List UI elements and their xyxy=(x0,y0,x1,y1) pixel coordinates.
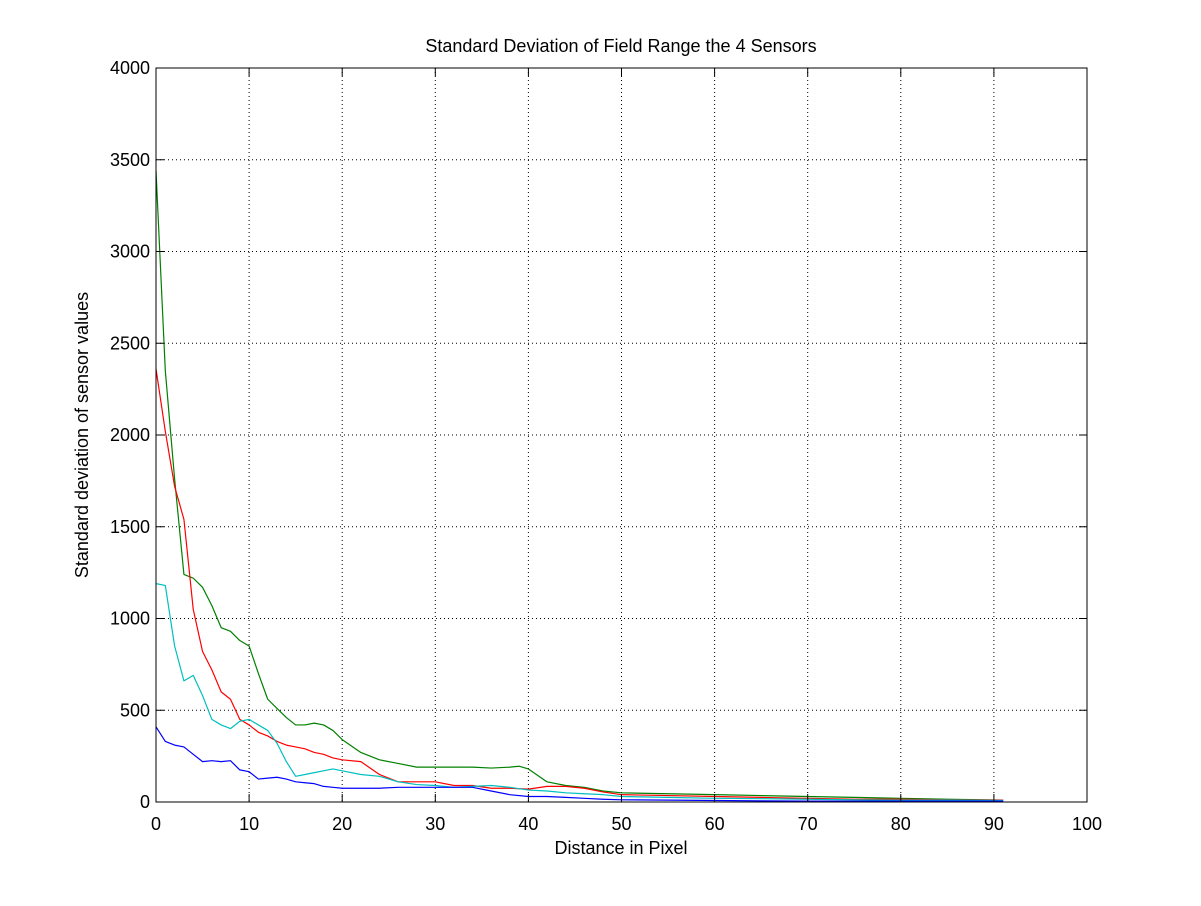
y-tick-label: 1000 xyxy=(110,609,150,629)
x-tick-label: 0 xyxy=(151,814,161,834)
y-tick-label: 3500 xyxy=(110,150,150,170)
y-tick-label: 0 xyxy=(140,792,150,812)
x-tick-label: 50 xyxy=(611,814,631,834)
plot-area xyxy=(156,68,1087,802)
x-tick-label: 30 xyxy=(425,814,445,834)
y-tick-label: 500 xyxy=(120,700,150,720)
series-line-sensor-2 xyxy=(155,368,1004,801)
x-axis-title: Distance in Pixel xyxy=(554,838,687,858)
x-tick-label: 20 xyxy=(332,814,352,834)
y-tick-label: 4000 xyxy=(110,58,150,78)
chart-title: Standard Deviation of Field Range the 4 … xyxy=(425,36,816,56)
x-tick-label: 40 xyxy=(518,814,538,834)
y-tick-labels: 0 500 1000 1500 2000 2500 3000 3500 4000 xyxy=(110,58,150,812)
series-line-sensor-4 xyxy=(155,726,1004,802)
series-line-sensor-1 xyxy=(155,170,1004,801)
x-tick-label: 70 xyxy=(798,814,818,834)
y-tick-label: 3000 xyxy=(110,242,150,262)
x-tick-labels: 0 10 20 30 40 50 60 70 80 90 100 xyxy=(151,814,1102,834)
y-tick-label: 2500 xyxy=(110,333,150,353)
series-layer xyxy=(155,170,1004,802)
x-tick-label: 90 xyxy=(984,814,1004,834)
y-tick-label: 2000 xyxy=(110,425,150,445)
x-tick-label: 80 xyxy=(891,814,911,834)
x-tick-label: 10 xyxy=(239,814,259,834)
y-tick-label: 1500 xyxy=(110,517,150,537)
x-tick-label: 100 xyxy=(1072,814,1102,834)
x-tick-label: 60 xyxy=(705,814,725,834)
series-line-sensor-3 xyxy=(155,583,1004,802)
ticks xyxy=(155,67,1088,803)
y-axis-title: Standard deviation of sensor values xyxy=(72,292,92,578)
